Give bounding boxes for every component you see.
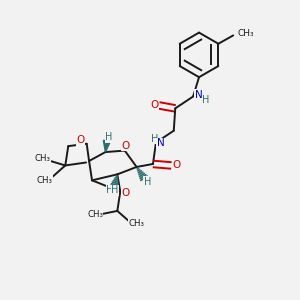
- Text: H: H: [105, 132, 113, 142]
- Text: H: H: [106, 185, 114, 195]
- Text: CH₃: CH₃: [37, 176, 52, 185]
- Text: O: O: [122, 188, 130, 198]
- Polygon shape: [103, 140, 110, 152]
- Text: CH₃: CH₃: [129, 219, 145, 228]
- Text: CH₃: CH₃: [237, 29, 254, 38]
- Text: H: H: [111, 185, 118, 195]
- Text: CH₃: CH₃: [35, 154, 51, 164]
- Text: O: O: [76, 135, 85, 145]
- Text: H: H: [144, 177, 151, 187]
- Text: O: O: [172, 160, 180, 170]
- Text: O: O: [150, 100, 158, 110]
- Text: O: O: [121, 141, 130, 151]
- Text: H: H: [151, 134, 158, 144]
- Text: N: N: [157, 138, 164, 148]
- Text: CH₃: CH₃: [87, 210, 103, 219]
- Text: N: N: [195, 90, 202, 100]
- Text: H: H: [202, 95, 210, 105]
